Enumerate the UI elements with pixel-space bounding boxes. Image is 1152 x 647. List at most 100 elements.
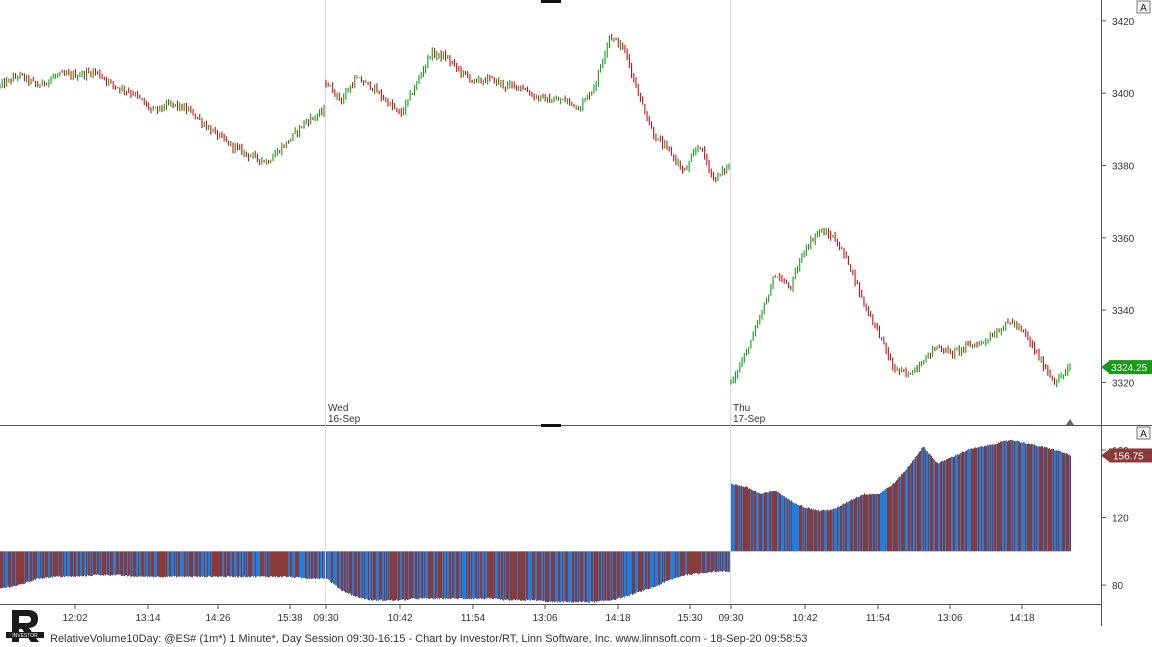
rv-bar [686, 551, 688, 575]
rv-bar [952, 457, 954, 552]
rv-bar [158, 551, 160, 577]
rv-bar [110, 551, 112, 576]
rv-bar [643, 551, 645, 592]
rv-bar [960, 453, 962, 552]
rv-bar [157, 551, 159, 577]
rv-bar [321, 551, 323, 578]
rv-bar [746, 486, 748, 552]
rv-bar [190, 551, 192, 577]
rv-bar [416, 551, 418, 600]
rv-bar [407, 551, 409, 601]
rv-bar [79, 551, 81, 577]
price-last-label-bg [1109, 360, 1152, 375]
rv-bar [962, 451, 964, 552]
rv-bar [991, 444, 993, 552]
rv-bar [257, 551, 259, 577]
rv-bar [948, 458, 950, 552]
rv-bar [942, 460, 944, 552]
rv-bar [832, 509, 834, 552]
rv-bar [586, 551, 588, 603]
rv-bar [742, 486, 744, 552]
rv-bar [1046, 447, 1048, 552]
rv-bar [372, 551, 374, 602]
rv-bar [1026, 443, 1028, 552]
rv-bar [938, 463, 940, 552]
rv-bar [581, 551, 583, 603]
rv-bar [1050, 449, 1052, 552]
rv-bar [14, 551, 16, 587]
rv-bar [188, 551, 190, 578]
rv-bar [334, 551, 336, 585]
rv-bar [777, 492, 779, 552]
rv-bar [720, 551, 722, 572]
rv-bar [901, 473, 903, 552]
rv-bar [1053, 448, 1055, 552]
rv-bar [233, 551, 235, 578]
rv-bar [107, 551, 109, 575]
rv-bar [340, 551, 342, 590]
rv-bar [1056, 450, 1058, 552]
rv-bar [683, 551, 685, 576]
rv-bar [211, 551, 213, 578]
price-panel-handle[interactable] [541, 0, 561, 3]
rv-bar [108, 551, 110, 576]
rv-bar [493, 551, 495, 599]
rv-bar [665, 551, 667, 582]
rv-bar [382, 551, 384, 601]
rv-bar [3, 551, 5, 588]
scroll-marker[interactable] [1066, 419, 1074, 425]
rv-bar [469, 551, 471, 600]
rv-bar [179, 551, 181, 577]
rv-bar [125, 551, 127, 576]
rv-bar [422, 551, 424, 599]
rv-bar [638, 551, 640, 593]
rv-bar [658, 551, 660, 585]
rv-bar [386, 551, 388, 601]
rv-bar [147, 551, 149, 578]
rv-bar [410, 551, 412, 600]
rv-bar [807, 508, 809, 552]
rv-bar [478, 551, 480, 599]
rv-bar [674, 551, 676, 579]
rv-bar [236, 551, 238, 576]
rv-bar [527, 551, 529, 601]
rv-bar [905, 470, 907, 552]
rv-bar [866, 494, 868, 552]
rv-bar [130, 551, 132, 577]
rv-scale-button[interactable]: A [1136, 426, 1151, 440]
rv-bar [850, 500, 852, 552]
rv-bar [927, 451, 929, 552]
price-scale-button[interactable]: A [1136, 0, 1151, 14]
rv-bar [763, 493, 765, 552]
rv-bar [400, 551, 402, 600]
rv-bar [610, 551, 612, 601]
rv-bar [728, 551, 730, 572]
rv-bar [693, 551, 695, 574]
rv-bar [721, 551, 723, 572]
x-tick-label: 13:06 [937, 613, 962, 624]
rv-bar [835, 507, 837, 552]
rv-bar [894, 483, 896, 552]
rv-bar [1015, 441, 1017, 552]
rv-bar [473, 551, 475, 600]
rv-bar [99, 551, 101, 576]
rv-bar [765, 492, 767, 552]
rv-bar [787, 499, 789, 552]
rv-bar [165, 551, 167, 578]
rv-bar [286, 551, 288, 578]
rv-panel-handle[interactable] [541, 424, 561, 427]
rv-bar [692, 551, 694, 575]
rv-bar [525, 551, 527, 602]
rv-bar [797, 504, 799, 552]
rv-bar [373, 551, 375, 601]
rv-bar [877, 493, 879, 552]
rv-bar [337, 551, 339, 588]
rv-bar [839, 506, 841, 552]
rv-bar [77, 551, 79, 577]
rv-bar [874, 493, 876, 552]
rv-bar [813, 508, 815, 552]
rv-bar [409, 551, 411, 599]
rv-bar [609, 551, 611, 601]
